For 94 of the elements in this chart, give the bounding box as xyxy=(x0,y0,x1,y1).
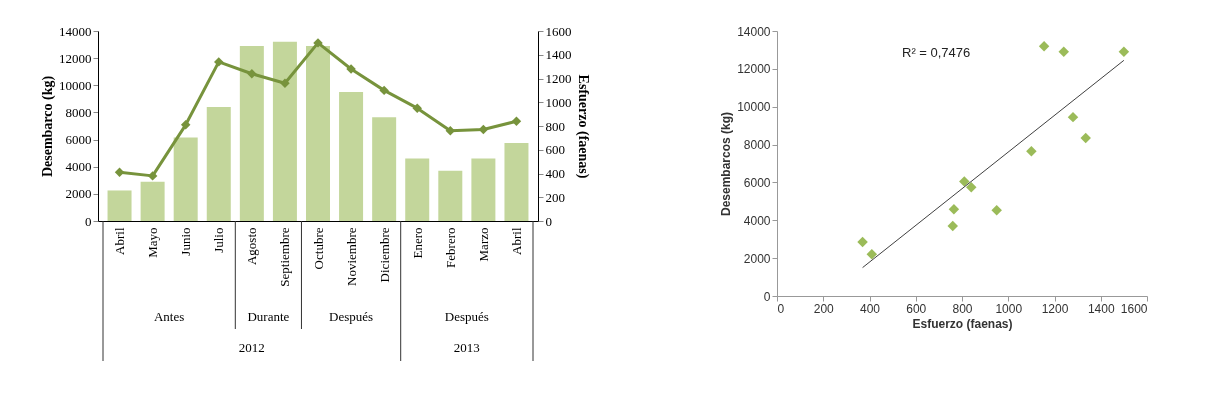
x-tick-label: Enero xyxy=(409,227,425,259)
x-axis-title: Esfuerzo (faenas) xyxy=(912,316,1013,331)
y2-tick-label: 1400 xyxy=(545,47,572,63)
y2-tick-label: 800 xyxy=(545,118,565,134)
x-tick-label: Octubre xyxy=(310,227,326,270)
point xyxy=(280,78,290,88)
y2-tick-label: 600 xyxy=(545,142,565,158)
y-tick-label: 14000 xyxy=(737,24,771,39)
bar xyxy=(339,92,364,221)
y-tick-label: 2000 xyxy=(743,251,771,266)
bar xyxy=(306,45,330,221)
point xyxy=(412,103,422,113)
x-tick-label: 0 xyxy=(777,301,785,316)
bar xyxy=(438,170,463,221)
x-tick-label: 1200 xyxy=(1041,301,1069,316)
x-tick-label: Agosto xyxy=(244,227,260,266)
x-tick-label: Marzo xyxy=(475,227,491,262)
text: 2013 xyxy=(453,340,480,355)
y-tick-label: 14000 xyxy=(59,23,92,39)
bar xyxy=(272,41,297,221)
y-tick-label: 6000 xyxy=(65,132,92,148)
y-tick-label: 4000 xyxy=(65,159,92,175)
point xyxy=(379,85,389,96)
point xyxy=(247,69,257,79)
point xyxy=(214,57,224,67)
point xyxy=(1080,132,1091,144)
x-tick-label: Septiembre xyxy=(277,227,293,287)
x-tick-label: 400 xyxy=(859,301,881,316)
y2-tick-label: 200 xyxy=(545,189,565,205)
point xyxy=(948,204,960,215)
y2-tick-label: 1600 xyxy=(545,23,572,39)
point xyxy=(114,167,125,178)
bar xyxy=(173,137,198,221)
text: Después xyxy=(444,309,489,324)
point xyxy=(959,176,970,187)
x-tick-label: Noviembre xyxy=(343,227,359,286)
bar xyxy=(239,45,264,221)
y2-tick-label: 0 xyxy=(545,213,552,229)
annotation: R² = 0,7476 xyxy=(902,45,971,60)
x-tick-label: 600 xyxy=(906,301,927,316)
bar xyxy=(471,158,496,221)
x-tick-label: Mayo xyxy=(145,227,161,258)
y2-tick-label: 1200 xyxy=(545,71,572,86)
point xyxy=(1058,46,1069,58)
point xyxy=(180,120,191,130)
x-tick-label: Diciembre xyxy=(376,227,392,283)
bar xyxy=(405,158,430,221)
y-tick-label: 8000 xyxy=(743,138,771,153)
x-tick-label: 1000 xyxy=(995,301,1023,316)
y-tick-label: 10000 xyxy=(737,100,771,115)
point xyxy=(1118,46,1130,58)
bar xyxy=(504,142,529,221)
y2-axis-title: Esfuerzo (faenas) xyxy=(574,74,591,179)
point xyxy=(947,220,958,232)
x-tick-label: 1400 xyxy=(1087,301,1115,316)
bar xyxy=(140,181,165,221)
text: 2012 xyxy=(238,340,265,355)
point xyxy=(991,205,1002,216)
point xyxy=(1026,145,1037,157)
point xyxy=(1067,111,1079,123)
y-tick-label: 2000 xyxy=(65,186,92,202)
y-tick-label: 0 xyxy=(85,213,92,229)
y-tick-label: 10000 xyxy=(59,77,92,93)
x-tick-label: 800 xyxy=(952,301,973,316)
point xyxy=(511,116,522,126)
y-tick-label: 4000 xyxy=(743,213,771,228)
y-tick-label: 6000 xyxy=(743,175,771,190)
y2-tick-label: 1000 xyxy=(545,94,572,110)
x-tick-label: Abril xyxy=(508,227,524,255)
x-tick-label: Abril xyxy=(112,227,128,255)
point xyxy=(866,249,878,260)
x-tick-label: Julio xyxy=(211,227,227,253)
y-axis-title: Desembarco (kg) xyxy=(40,75,56,178)
y-tick-label: 12000 xyxy=(59,50,92,66)
text: Antes xyxy=(153,309,185,324)
y-axis-title: Desembarcos (kg) xyxy=(719,111,734,217)
text: Durante xyxy=(247,309,290,324)
bar xyxy=(107,190,132,221)
point xyxy=(966,181,977,193)
y-tick-label: 0 xyxy=(763,289,771,304)
bar xyxy=(372,117,397,221)
point xyxy=(857,236,868,248)
text: Después xyxy=(329,309,374,324)
x-tick-label: Febrero xyxy=(442,227,458,268)
bar xyxy=(206,107,231,221)
y2-tick-label: 400 xyxy=(545,166,565,181)
point xyxy=(1038,40,1050,52)
x-tick-label: 200 xyxy=(813,301,835,316)
x-tick-label: 1600 xyxy=(1120,301,1148,316)
point xyxy=(147,171,158,181)
y-tick-label: 12000 xyxy=(737,62,771,77)
x-tick-label: Junio xyxy=(178,227,194,256)
point xyxy=(478,124,489,135)
y-tick-label: 8000 xyxy=(65,104,92,120)
